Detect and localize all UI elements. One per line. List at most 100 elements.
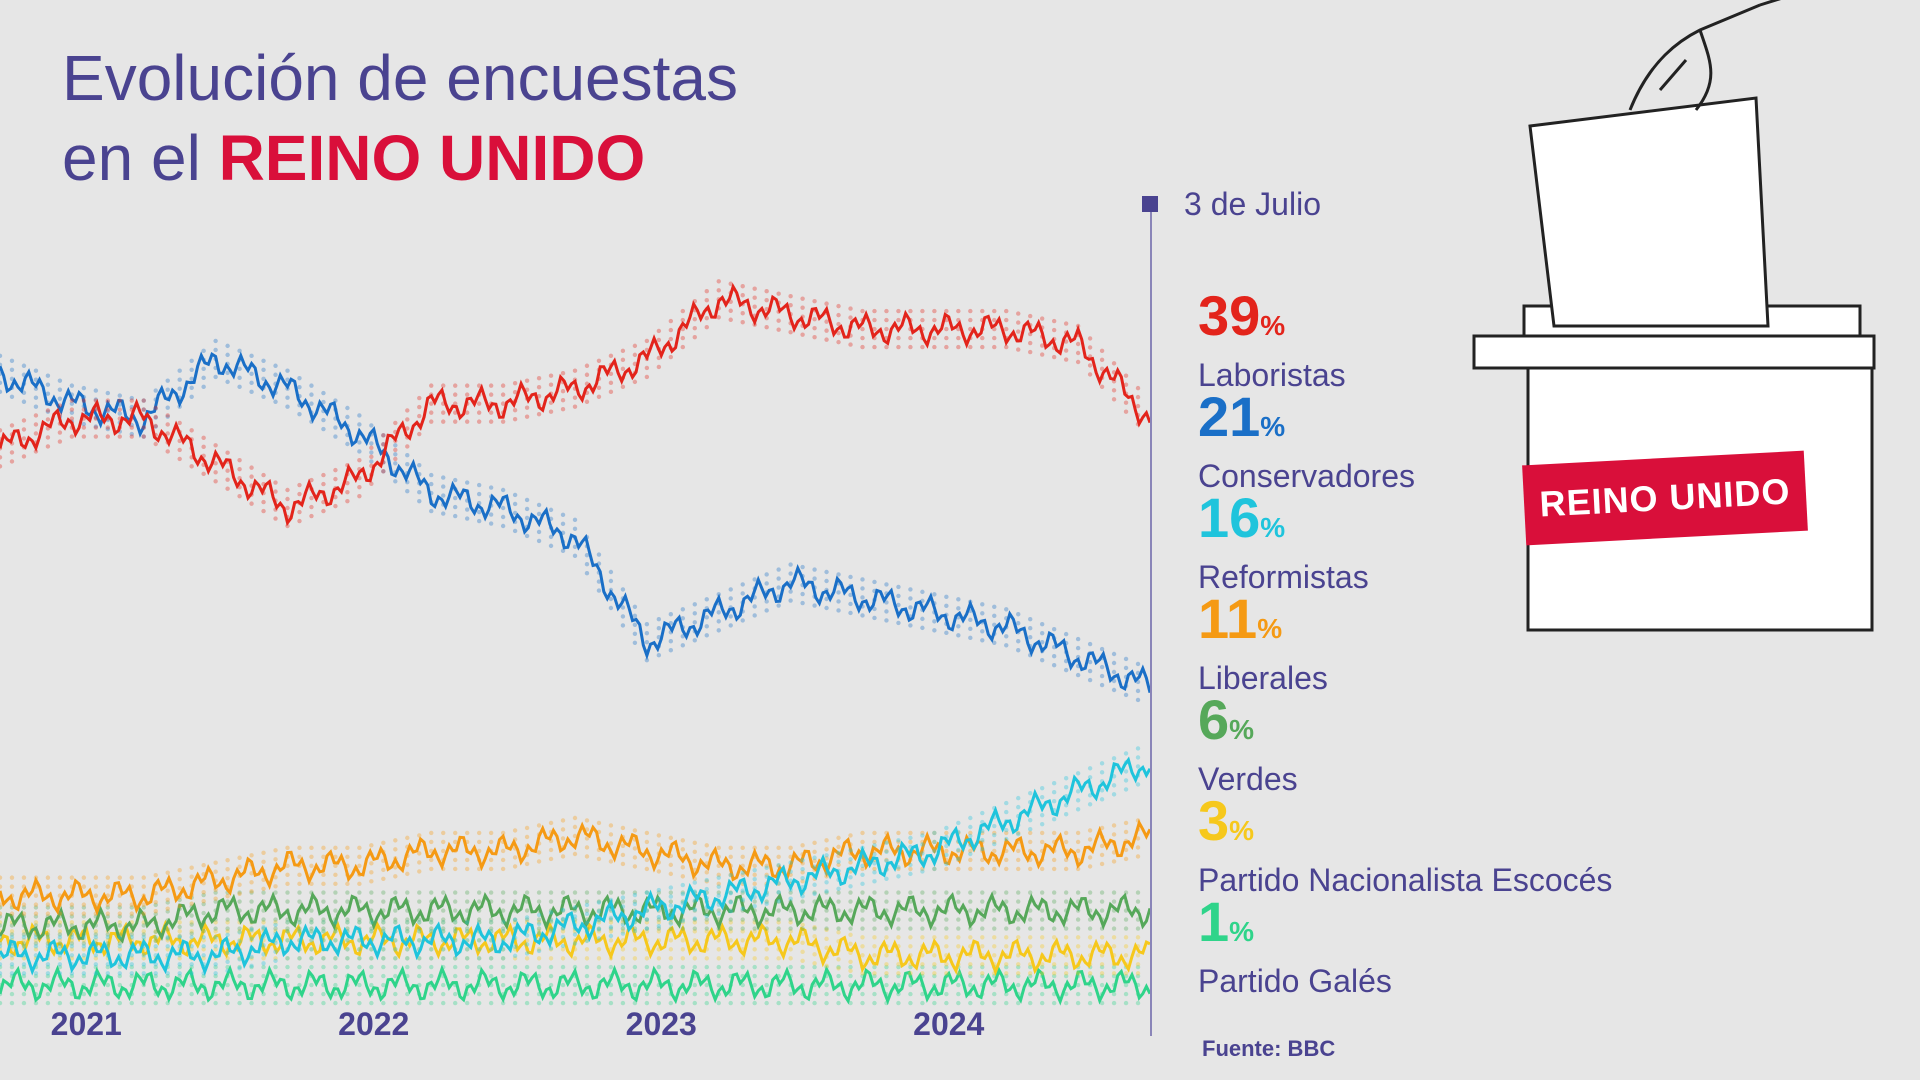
poll-dot bbox=[1051, 318, 1057, 324]
poll-dot bbox=[1016, 857, 1021, 863]
poll-dot bbox=[57, 938, 63, 943]
poll-dot bbox=[524, 533, 530, 539]
poll-dot bbox=[81, 991, 87, 997]
poll-dot bbox=[81, 398, 87, 403]
poll-dot bbox=[21, 944, 27, 949]
poll-dot bbox=[297, 956, 302, 961]
poll-dot bbox=[668, 648, 674, 653]
poll-dot bbox=[956, 890, 961, 895]
poll-dot bbox=[620, 348, 626, 354]
poll-dot bbox=[81, 914, 87, 919]
poll-dot bbox=[297, 1000, 302, 1006]
poll-dot bbox=[476, 401, 482, 406]
poll-dot bbox=[321, 854, 326, 860]
poll-dot bbox=[57, 396, 63, 401]
poll-dot bbox=[872, 843, 877, 848]
poll-dot bbox=[225, 982, 230, 988]
poll-dot bbox=[345, 890, 350, 895]
poll-dot bbox=[405, 890, 410, 895]
legend-value-number: 21 bbox=[1198, 385, 1261, 448]
poll-dot bbox=[285, 964, 290, 970]
poll-dot bbox=[21, 956, 27, 961]
poll-dot bbox=[57, 982, 63, 988]
poll-dot bbox=[776, 576, 781, 581]
poll-dot bbox=[836, 330, 841, 336]
poll-dot bbox=[321, 899, 326, 904]
poll-dot bbox=[201, 956, 206, 961]
poll-dot bbox=[704, 870, 709, 875]
poll-dot bbox=[824, 319, 829, 324]
poll-dot bbox=[105, 1000, 111, 1006]
poll-dot bbox=[512, 828, 518, 833]
poll-dot bbox=[500, 523, 506, 529]
poll-dot bbox=[848, 574, 853, 580]
poll-dot bbox=[920, 1000, 925, 1006]
poll-dot bbox=[656, 337, 662, 343]
poll-dot bbox=[1004, 308, 1009, 314]
series-layer bbox=[0, 279, 1152, 1006]
poll-dot bbox=[872, 973, 877, 979]
poll-dot bbox=[944, 861, 949, 867]
poll-dot bbox=[644, 830, 650, 836]
poll-dot bbox=[1063, 776, 1069, 781]
poll-dot bbox=[572, 553, 578, 559]
poll-dot bbox=[1111, 651, 1117, 657]
poll-dot bbox=[453, 899, 458, 904]
poll-dot bbox=[740, 929, 745, 934]
poll-dot bbox=[764, 917, 769, 922]
poll-dot bbox=[788, 929, 793, 934]
poll-dot bbox=[261, 920, 266, 925]
poll-dot bbox=[1004, 1000, 1009, 1006]
poll-dot bbox=[1039, 982, 1045, 988]
poll-dot bbox=[1051, 908, 1057, 913]
poll-dot bbox=[309, 929, 314, 934]
poll-dot bbox=[872, 308, 877, 314]
poll-dot bbox=[45, 417, 51, 422]
poll-dot bbox=[992, 839, 997, 845]
poll-dot bbox=[405, 947, 410, 952]
poll-dot bbox=[1099, 890, 1105, 895]
poll-dot bbox=[333, 890, 338, 895]
poll-dot bbox=[177, 876, 182, 882]
poll-dot bbox=[536, 912, 542, 918]
poll-dot bbox=[21, 418, 27, 423]
poll-dot bbox=[560, 548, 566, 554]
poll-dot bbox=[572, 905, 578, 910]
poll-dot bbox=[812, 849, 817, 855]
poll-dot bbox=[572, 517, 578, 523]
poll-dot bbox=[249, 380, 254, 386]
poll-dot bbox=[476, 938, 482, 943]
poll-dot bbox=[309, 956, 314, 961]
poll-dot bbox=[848, 848, 853, 853]
poll-dot bbox=[93, 388, 99, 393]
poll-dot bbox=[500, 514, 506, 520]
poll-dot bbox=[860, 917, 865, 922]
poll-dot bbox=[0, 905, 3, 910]
poll-dot bbox=[345, 405, 350, 411]
poll-dot bbox=[920, 830, 925, 836]
poll-dot bbox=[237, 493, 242, 499]
poll-dot bbox=[812, 334, 817, 340]
poll-dot bbox=[560, 836, 566, 841]
poll-dot bbox=[309, 477, 314, 483]
poll-dot bbox=[0, 884, 3, 889]
poll-dot bbox=[93, 416, 99, 421]
poll-dot bbox=[33, 911, 39, 916]
poll-dot bbox=[584, 908, 590, 913]
poll-dot bbox=[1075, 944, 1081, 949]
poll-dot bbox=[596, 579, 602, 584]
ballot-box-icon bbox=[1472, 0, 1876, 632]
poll-dot bbox=[800, 949, 805, 955]
poll-dot bbox=[441, 419, 446, 424]
poll-dot bbox=[177, 456, 182, 462]
poll-dot bbox=[381, 964, 386, 970]
poll-dot bbox=[153, 1000, 158, 1006]
poll-dot bbox=[980, 962, 985, 967]
poll-dot bbox=[488, 521, 494, 526]
poll-dot bbox=[93, 1000, 99, 1006]
poll-dot bbox=[632, 947, 638, 952]
poll-dot bbox=[836, 844, 841, 850]
poll-dot bbox=[680, 847, 686, 852]
poll-dot bbox=[476, 956, 482, 961]
poll-dot bbox=[824, 945, 829, 951]
